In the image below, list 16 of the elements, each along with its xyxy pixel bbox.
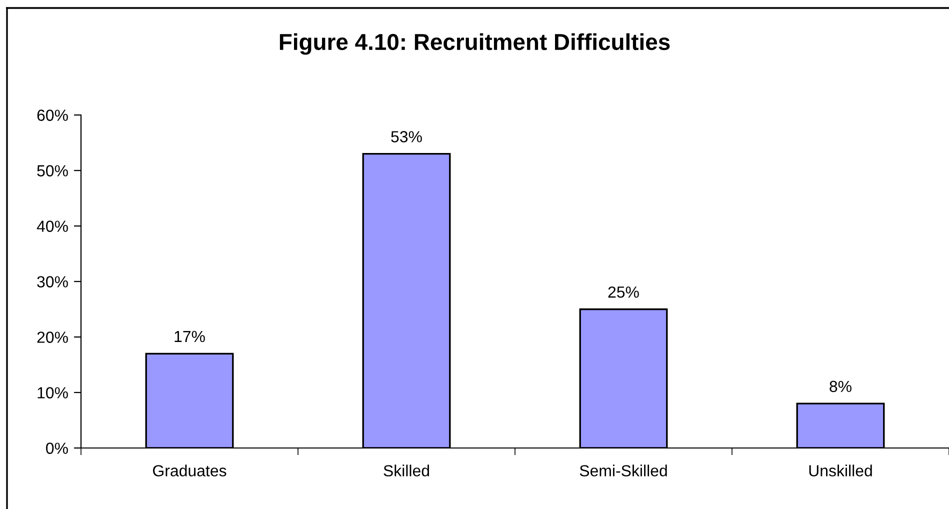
chart-title: Figure 4.10: Recruitment Difficulties bbox=[280, 33, 670, 55]
y-tick-label: 60% bbox=[37, 110, 68, 121]
data-label: 8% bbox=[830, 380, 852, 392]
y-tick-label: 10% bbox=[38, 387, 68, 398]
data-label: 25% bbox=[608, 286, 639, 298]
y-tick-label: 20% bbox=[37, 332, 68, 343]
y-tick-label: 40% bbox=[36, 220, 68, 232]
x-tick-label: Unskilled bbox=[809, 464, 872, 476]
y-tick-label: 50% bbox=[37, 165, 68, 176]
data-label: 17% bbox=[174, 330, 205, 342]
x-tick-label: Graduates bbox=[153, 464, 226, 476]
x-tick-label: Skilled bbox=[384, 464, 429, 476]
data-label: 53% bbox=[391, 131, 422, 142]
y-tick-label: 0% bbox=[46, 442, 68, 454]
x-tick-label: Semi-Skilled bbox=[580, 464, 667, 476]
y-tick-label: 30% bbox=[37, 276, 68, 288]
